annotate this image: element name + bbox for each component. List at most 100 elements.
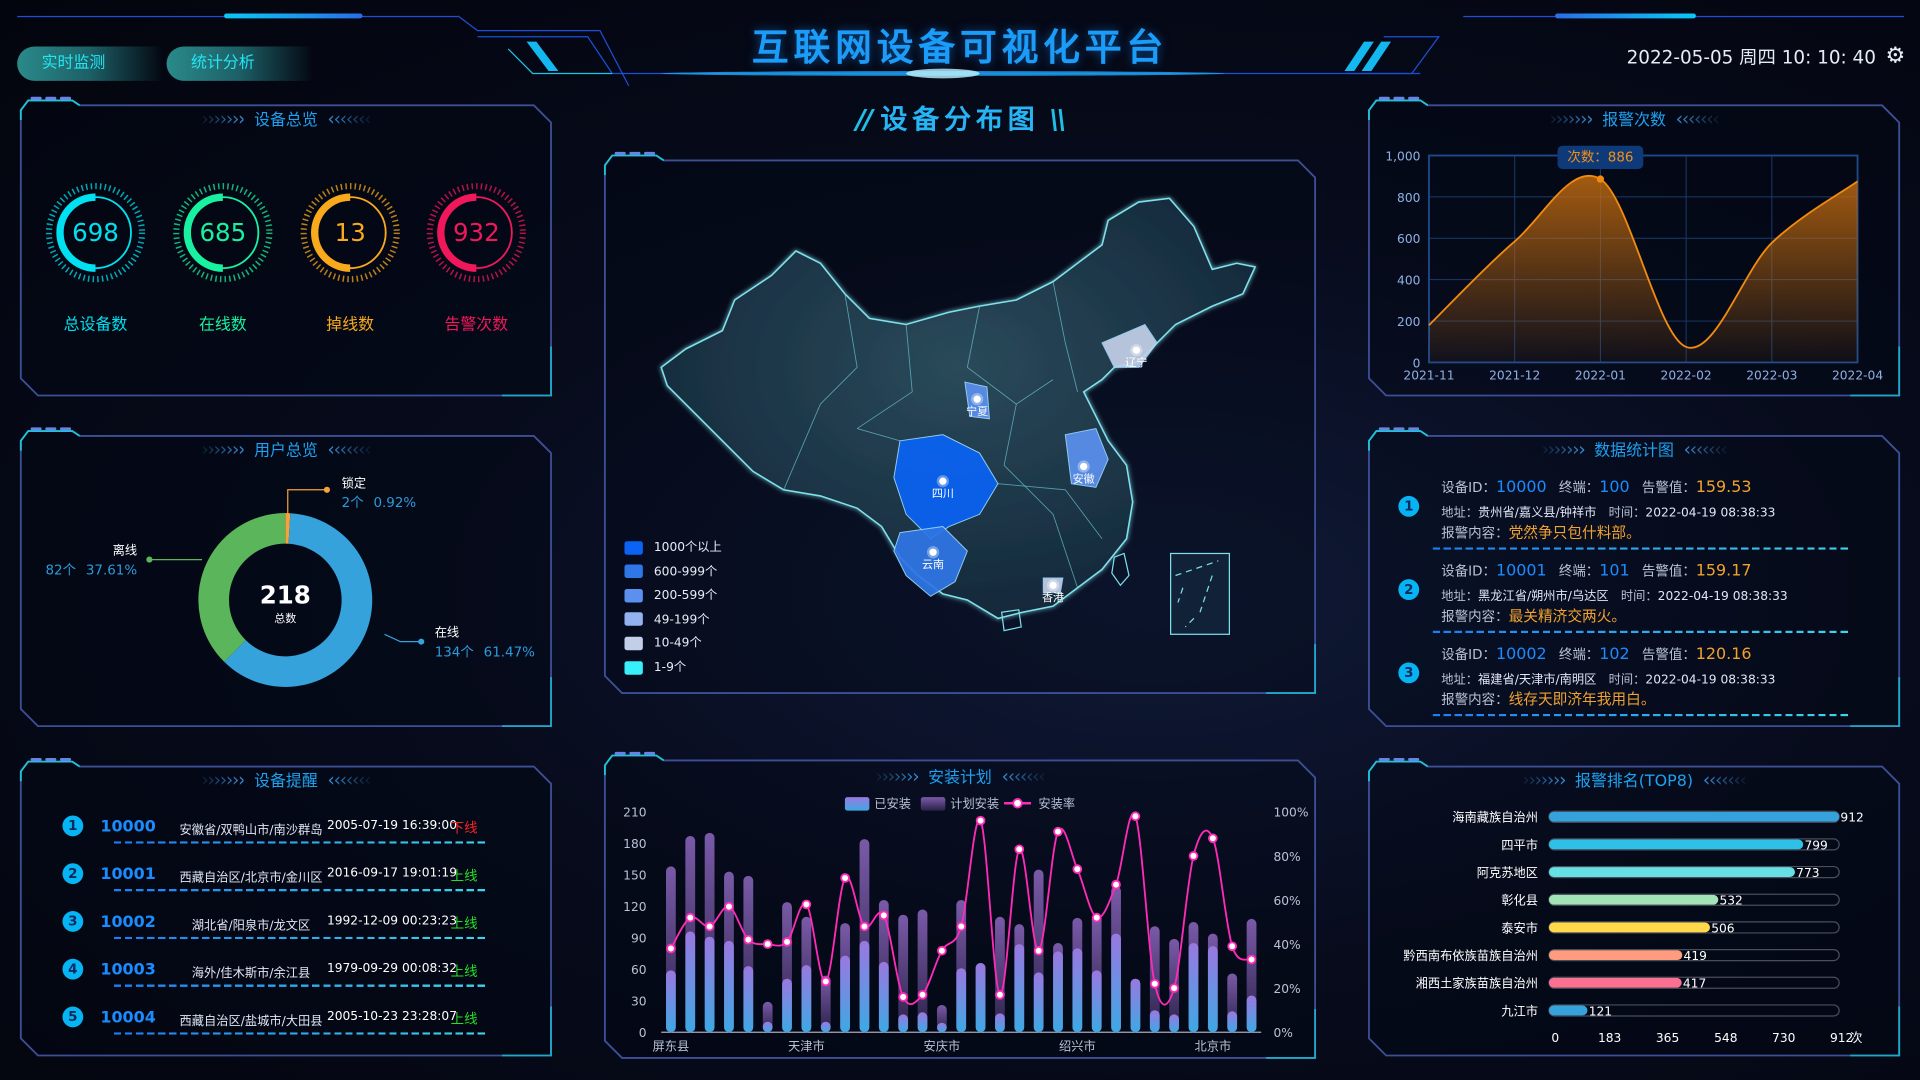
reminder-row[interactable]: 4 10003 海外/佳木斯市/余江县 1979-09-29 00:08:32 上线	[21, 958, 551, 996]
segment-name: 锁定	[342, 475, 366, 490]
y-tick-label: 30	[631, 995, 647, 1009]
gauge-ticks	[45, 183, 146, 283]
segment-percent: 37.61%	[86, 563, 138, 578]
legend-item[interactable]: 200-599个	[624, 584, 717, 603]
reminder-row[interactable]: 1 10000 安徽省/双鸭山市/南沙群岛 2005-07-19 16:39:00 下线	[21, 815, 551, 853]
stat-item[interactable]: 1 设备ID：10000 终端：100 告警值：159.53 地址：贵州省/嘉义县/钟祥…	[1369, 478, 1899, 551]
panel-title: 设备总览	[21, 107, 551, 130]
time-value: 2022-04-19 08:38:33	[1657, 590, 1788, 604]
rate-point	[1014, 844, 1025, 855]
bar-fill	[1548, 894, 1719, 905]
divider	[113, 936, 489, 940]
stat-item[interactable]: 2 设备ID：10001 终端：101 告警值：159.17 地址：黑龙江省/朔州市/乌…	[1369, 561, 1899, 634]
y-tick-label: 1,000	[1385, 149, 1420, 163]
chevrons-right-icon	[201, 773, 254, 791]
chevrons-left-icon	[318, 111, 371, 129]
rate-point	[1130, 811, 1141, 822]
address: 西藏自治区/北京市/金川区	[179, 871, 323, 886]
donut-total: 218	[260, 581, 311, 610]
address-label: 地址：	[1441, 590, 1478, 604]
gauge-arc	[311, 193, 351, 272]
x-tick-label: 912	[1830, 1031, 1853, 1045]
x-tick-label: 北京市	[1194, 1039, 1231, 1054]
hainan	[1000, 609, 1022, 632]
x-tick-label: 安庆市	[924, 1039, 961, 1054]
backslashes-icon: \\	[1049, 105, 1066, 136]
segment-count: 2个	[342, 495, 365, 511]
alarm-label: 告警值：	[1641, 646, 1696, 663]
tab-statistical-analysis[interactable]: 统计分析	[166, 46, 314, 81]
gauge-label: 告警次数	[444, 315, 509, 335]
panel-title: 数据统计图	[1369, 437, 1899, 460]
chevrons-left-icon	[1693, 773, 1746, 791]
rate-point	[975, 815, 986, 826]
x-tick-label: 天津市	[788, 1039, 825, 1054]
map-title: //设备分布图 \\	[0, 98, 1920, 137]
region-3[interactable]	[1064, 428, 1109, 488]
bar-installed	[859, 940, 870, 1033]
index-badge: 1	[62, 815, 84, 837]
region-label: 宁夏	[966, 404, 988, 418]
legend-item[interactable]: 1000个以上	[624, 536, 722, 555]
index-badge: 4	[62, 958, 84, 980]
gauge-ring	[426, 183, 526, 283]
bar-installed	[724, 940, 734, 1033]
panel-title: 报警次数	[1369, 107, 1899, 129]
region-4[interactable]	[893, 526, 968, 597]
header-accent-left	[224, 13, 363, 19]
reminder-row[interactable]: 2 10001 西藏自治区/北京市/金川区 2016-09-17 19:01:19 上线	[21, 863, 551, 900]
bar-installed	[1130, 978, 1141, 1033]
legend-item[interactable]: 10-49个	[624, 632, 702, 651]
province-border	[856, 324, 913, 429]
index-badge: 2	[1398, 579, 1420, 601]
bar-installed	[1207, 946, 1218, 1033]
tab-realtime-monitoring[interactable]: 实时监测	[17, 46, 165, 81]
panel-title: 用户总览	[21, 437, 551, 460]
bar-track	[1548, 976, 1840, 989]
segment-count: 82个	[45, 562, 76, 578]
chevrons-left-icon	[1674, 442, 1727, 460]
gear-icon[interactable]: ⚙	[1885, 42, 1906, 69]
rate-point	[1033, 945, 1044, 956]
panel-title-text: 设备总览	[254, 111, 318, 130]
region-0[interactable]	[1101, 323, 1158, 368]
bar-value: 532	[1719, 894, 1742, 908]
map-marker	[1080, 462, 1088, 471]
legend-item[interactable]: 600-999个	[624, 560, 717, 579]
terminal-label: 终端：	[1558, 480, 1600, 496]
panel-title: 报警排名(TOP8)	[1369, 768, 1899, 791]
chart-tooltip: 次数：886	[1557, 145, 1644, 169]
address: 安徽省/双鸭山市/南沙群岛	[179, 824, 323, 838]
rate-point	[801, 899, 812, 910]
bar-installed	[878, 961, 889, 1033]
reminder-row[interactable]: 5 10004 西藏自治区/盐城市/大田县 2005-10-23 23:28:07 上线	[21, 1006, 551, 1044]
legend-item[interactable]: 1-9个	[624, 656, 686, 675]
bar-installed	[762, 1021, 773, 1033]
map-marker	[939, 477, 947, 485]
bar-installed	[1072, 948, 1083, 1033]
legend-item[interactable]: 49-199个	[624, 608, 709, 627]
bar-installed	[743, 966, 754, 1033]
taiwan	[1111, 552, 1130, 587]
bar-fill	[1548, 867, 1795, 877]
time: 2016-09-17 19:01:19	[326, 866, 458, 881]
chevrons-left-icon	[318, 773, 371, 791]
index-badge: 1	[1398, 495, 1420, 517]
region-2[interactable]	[893, 434, 999, 540]
bar-installed	[975, 962, 986, 1033]
reminder-row[interactable]: 3 10002 湖北省/阳泉市/龙文区 1992-12-09 00:23:23 上线	[21, 911, 551, 948]
donut-total-label: 总数	[274, 611, 296, 625]
donut-slice-在线	[224, 513, 373, 687]
divider	[1432, 547, 1849, 550]
panel-title-text: 安装计划	[928, 768, 992, 788]
bar-value: 912	[1840, 811, 1863, 825]
index-badge: 3	[62, 911, 84, 932]
bar-value: 121	[1589, 1004, 1612, 1018]
terminal-value: 101	[1599, 562, 1630, 581]
stat-item[interactable]: 3 设备ID：10002 终端：102 告警值：120.16 地址：福建省/天津市/南明…	[1369, 644, 1899, 717]
id-label: 设备ID：	[1441, 480, 1496, 496]
bar-track	[1548, 838, 1840, 851]
